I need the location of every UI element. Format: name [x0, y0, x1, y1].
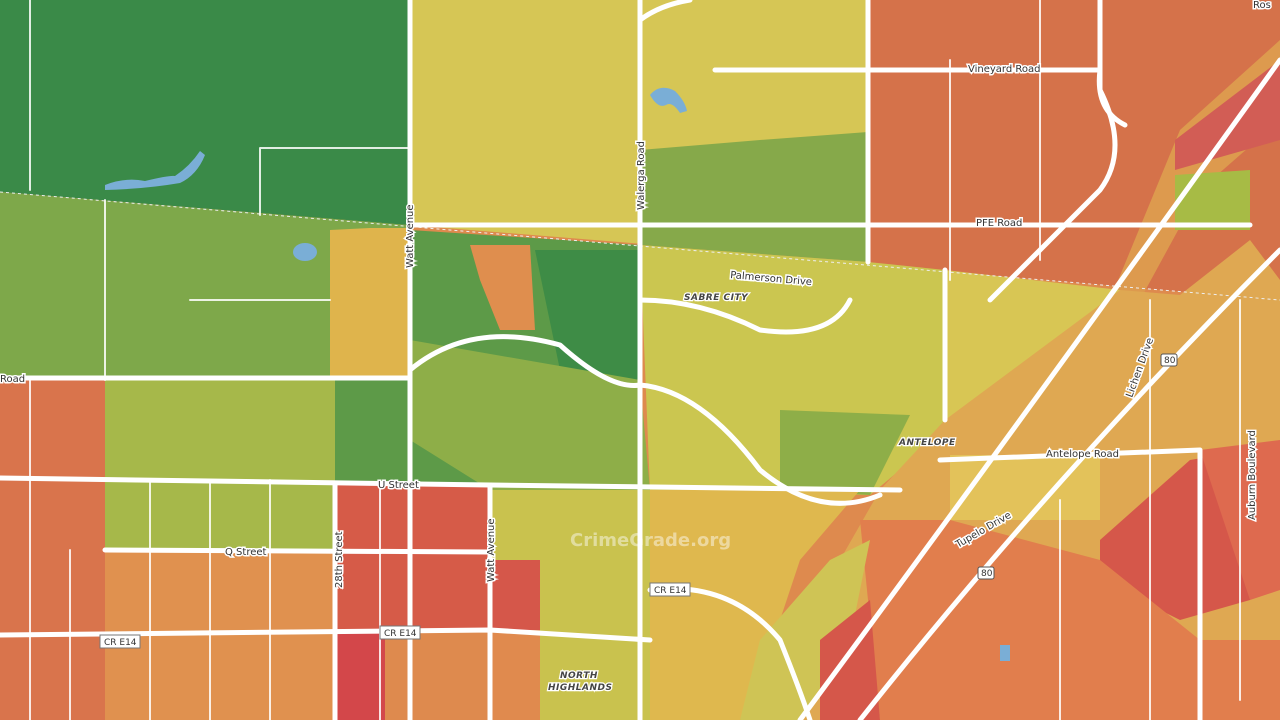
- road-label: Ros: [1253, 0, 1271, 11]
- road: [937, 447, 1203, 720]
- shield: [977, 566, 995, 580]
- road-label: Antelope Road: [1046, 449, 1119, 460]
- shield-label: CR E14: [384, 629, 417, 639]
- road-label: Walerga Road: [636, 141, 647, 210]
- road-label: Vineyard Road: [968, 64, 1041, 75]
- shield: [649, 582, 691, 597]
- water-body: [650, 87, 687, 113]
- zone: [950, 455, 1100, 520]
- zone: [640, 132, 868, 262]
- zone: [780, 410, 910, 495]
- zone: [330, 228, 408, 380]
- road-label: PFE Road: [976, 218, 1022, 229]
- road-label: Watt Avenue: [486, 518, 497, 582]
- place-label: ANTELOPE: [898, 438, 956, 448]
- road: [647, 267, 948, 720]
- water-body: [293, 243, 317, 261]
- zone: [650, 490, 860, 720]
- zone: [860, 520, 1280, 720]
- road: [637, 0, 693, 720]
- shield-label: 80: [981, 569, 993, 579]
- zone: [1175, 60, 1280, 170]
- zone: [0, 0, 408, 225]
- zone: [410, 340, 650, 490]
- water-body: [105, 151, 205, 190]
- water-body: [1000, 645, 1010, 661]
- water: [105, 87, 1010, 661]
- zone: [470, 245, 535, 330]
- zone: [1175, 170, 1250, 230]
- zone: [740, 540, 870, 720]
- road: [407, 297, 883, 506]
- zone: [535, 250, 640, 385]
- road: [797, 0, 1280, 720]
- shield: [1160, 353, 1178, 367]
- zone: [0, 380, 105, 720]
- zone: [490, 560, 540, 630]
- shield: [379, 625, 421, 640]
- place-label: SABRE CITY: [684, 293, 749, 303]
- place-label: NORTH HIGHLANDS: [548, 671, 613, 693]
- zone: [490, 630, 540, 720]
- road-label: Watt Avenue: [405, 204, 416, 268]
- zone: [0, 192, 408, 380]
- zone: [490, 490, 650, 720]
- watermark: CrimeGrade.org: [570, 530, 731, 551]
- road-label: 28th Street: [334, 531, 345, 588]
- zone: [1100, 450, 1250, 620]
- zone: [105, 380, 408, 550]
- road-label: U Street: [378, 480, 419, 491]
- shield: [99, 634, 141, 649]
- road-label: Road: [0, 374, 25, 385]
- shield-label: CR E14: [654, 586, 687, 596]
- road: [29, 0, 1241, 720]
- shield-label: CR E14: [104, 638, 137, 648]
- road-label: Q Street: [225, 547, 267, 558]
- road-label: Auburn Boulevard: [1247, 430, 1258, 520]
- road: [332, 482, 493, 720]
- shield-label: 80: [1164, 356, 1176, 366]
